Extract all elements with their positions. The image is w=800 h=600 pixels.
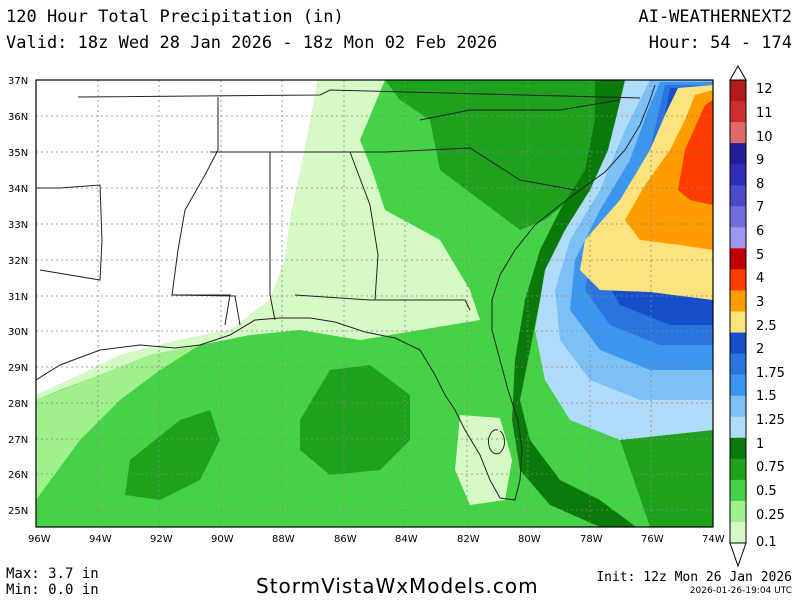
generated-timestamp: 2026-01-26-19:04 UTC (689, 586, 792, 596)
legend-swatch (730, 458, 746, 481)
legend-swatch (730, 311, 746, 334)
color-legend: 12 11 10 9 8 7 6 5 4 3 2.5 2 1.75 1.5 1.… (729, 64, 785, 568)
lon-label: 80W (518, 534, 541, 545)
legend-swatch (730, 80, 746, 102)
legend-swatch (730, 227, 746, 249)
legend-label: 4 (756, 271, 764, 286)
legend-swatch (730, 248, 746, 270)
legend-swatch (730, 395, 746, 418)
legend-swatch (730, 290, 746, 312)
legend-label: 1.5 (756, 389, 777, 404)
legend-label: 3 (756, 295, 764, 310)
legend-label: 5 (756, 248, 764, 263)
legend-label: 1 (756, 437, 764, 452)
init-time: Init: 12z Mon 26 Jan 2026 (596, 570, 792, 585)
legend-swatch (730, 101, 746, 123)
lat-label: 25N (8, 506, 28, 517)
precip-field (36, 80, 713, 527)
lon-label: 76W (641, 534, 664, 545)
lat-label: 31N (8, 292, 28, 303)
legend-label: 0.25 (756, 508, 785, 523)
legend-swatch (730, 353, 746, 376)
site-watermark: StormVistaWxModels.com (256, 574, 539, 598)
boundaries (36, 84, 656, 501)
legend-bottom-arrow (729, 542, 747, 568)
lon-label: 84W (395, 534, 418, 545)
legend-label: 2.5 (756, 319, 777, 334)
lat-label: 35N (8, 148, 28, 159)
legend-swatch (730, 437, 746, 460)
min-value: Min: 0.0 in (6, 582, 99, 598)
legend-label: 2 (756, 342, 764, 357)
lat-label: 32N (8, 256, 28, 267)
legend-label: 0.75 (756, 460, 785, 475)
lat-label: 26N (8, 470, 28, 481)
valid-period: Valid: 18z Wed 28 Jan 2026 - 18z Mon 02 … (6, 33, 498, 53)
legend-label: 11 (756, 106, 773, 121)
map-title: 120 Hour Total Precipitation (in) (6, 7, 344, 27)
legend-label: 10 (756, 130, 773, 145)
min-max-summary: Max: 3.7 in Min: 0.0 in (6, 566, 99, 598)
lon-label: 96W (28, 534, 51, 545)
legend-swatch (730, 269, 746, 291)
lon-label: 82W (457, 534, 480, 545)
lon-label: 90W (211, 534, 234, 545)
max-value: Max: 3.7 in (6, 566, 99, 582)
lon-label: 94W (89, 534, 112, 545)
forecast-hours: Hour: 54 - 174 (648, 33, 792, 53)
lon-label: 86W (334, 534, 357, 545)
lat-label: 34N (8, 184, 28, 195)
latitude-labels: 37N 36N 35N 34N 33N 32N 31N 30N 29N 28N … (8, 76, 28, 517)
legend-label: 12 (756, 82, 773, 97)
legend-label: 6 (756, 224, 764, 239)
lon-label: 74W (702, 534, 725, 545)
legend-label: 0.1 (756, 535, 777, 550)
legend-label: 9 (756, 153, 764, 168)
legend-top-arrow (729, 64, 747, 81)
legend-swatch (730, 416, 746, 439)
lon-label: 92W (150, 534, 173, 545)
legend-swatch (730, 122, 746, 144)
lat-label: 33N (8, 220, 28, 231)
legend-swatch (730, 479, 746, 502)
legend-swatch (730, 374, 746, 397)
legend-swatch (730, 185, 746, 207)
legend-label: 7 (756, 200, 764, 215)
lat-label: 30N (8, 327, 28, 338)
legend-swatch (730, 143, 746, 165)
legend-swatch (730, 332, 746, 355)
legend-label: 1.25 (756, 413, 785, 428)
legend-swatch (730, 206, 746, 228)
legend-label: 0.5 (756, 484, 777, 499)
legend-swatch (730, 500, 746, 523)
legend-label: 1.75 (756, 366, 785, 381)
lat-label: 36N (8, 112, 28, 123)
map-frame (35, 79, 714, 528)
legend-label: 8 (756, 177, 764, 192)
lat-label: 29N (8, 363, 28, 374)
legend-border (729, 79, 747, 544)
lon-label: 78W (580, 534, 603, 545)
legend-swatch (730, 521, 746, 544)
lat-label: 28N (8, 399, 28, 410)
lat-label: 27N (8, 435, 28, 446)
lat-label: 37N (8, 76, 28, 87)
model-name: AI-WEATHERNEXT2 (638, 7, 792, 27)
lon-label: 88W (272, 534, 295, 545)
longitude-labels: 96W 94W 92W 90W 88W 86W 84W 82W 80W 78W … (28, 534, 725, 545)
legend-swatch (730, 164, 746, 186)
